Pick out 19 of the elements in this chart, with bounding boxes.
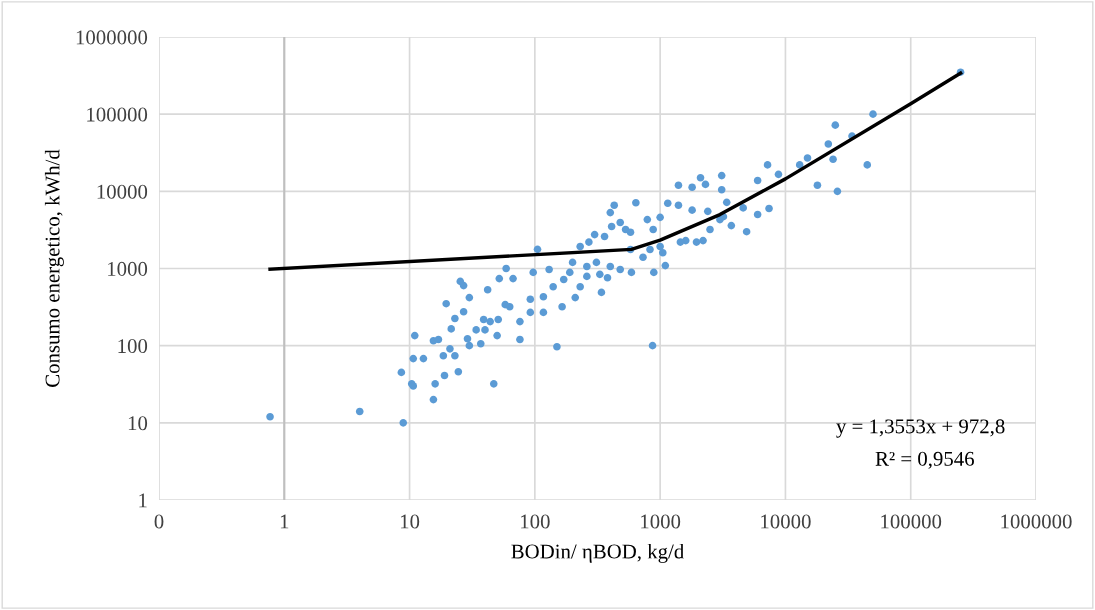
y-tick-label: 100: [118, 339, 148, 354]
x-tick-label: 1: [280, 514, 289, 529]
y-tick-label: 10000: [97, 184, 148, 199]
x-tick-label: 100000: [881, 514, 942, 529]
x-tick-label: 1000: [641, 514, 681, 529]
annotation: R² = 0,9546: [875, 451, 974, 469]
annotation: y = 1,3553x + 972,8: [836, 419, 1005, 438]
x-axis-title: BODin/ ηBOD, kg/d: [511, 543, 685, 563]
x-tick-label: 10000: [761, 514, 811, 529]
y-tick-label: 1: [139, 493, 147, 508]
y-tick-label: 1000: [108, 261, 148, 276]
y-tick-label: 1000000: [76, 30, 148, 45]
x-tick-label: 10: [400, 514, 420, 529]
x-tick-label: 100: [521, 514, 550, 529]
x-tick-label: 0: [154, 514, 164, 529]
x-tick-label: 1000000: [1001, 514, 1072, 529]
y-tick-label: 100000: [87, 107, 148, 122]
y-tick-label: 10: [128, 416, 148, 431]
y-axis-title: Consumo energetico, kWh/d: [44, 149, 64, 387]
